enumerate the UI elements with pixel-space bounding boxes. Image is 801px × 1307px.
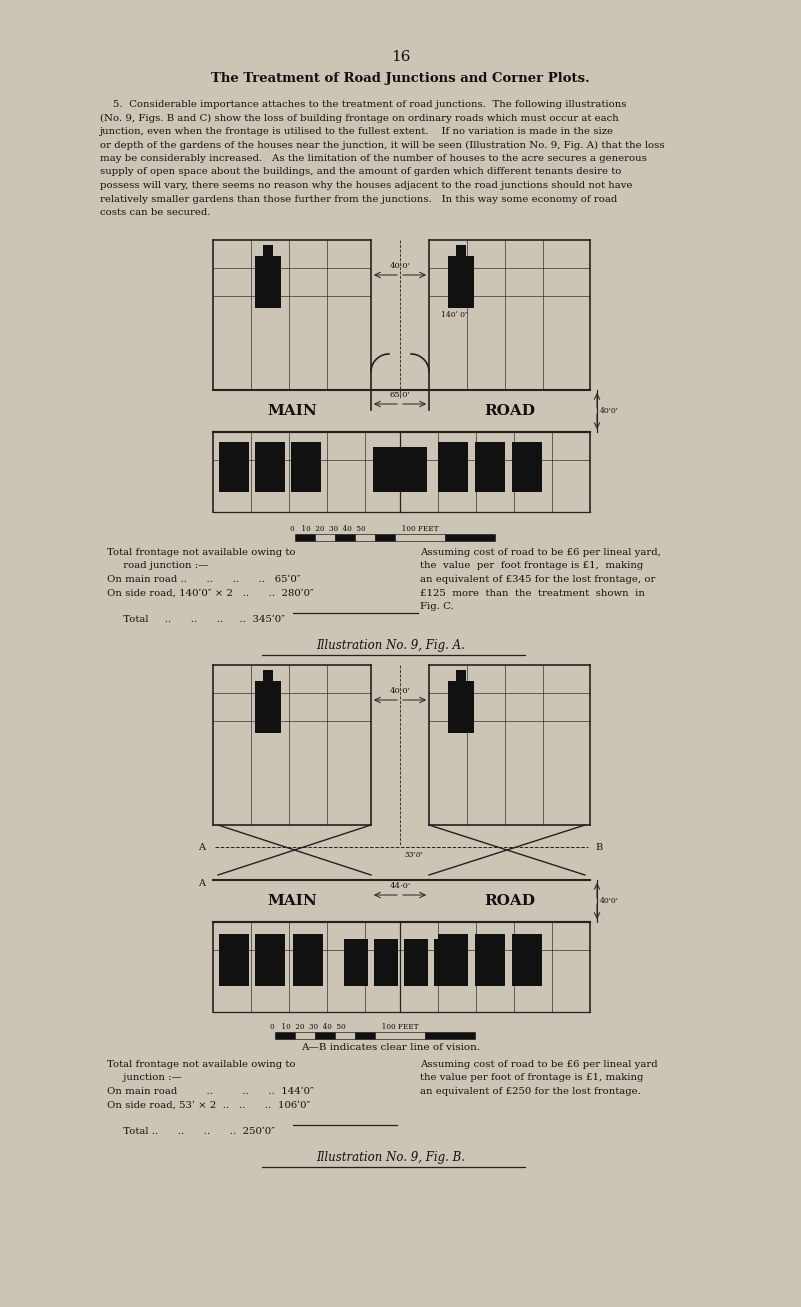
Text: 0   10  20  30  40  50                100 FEET: 0 10 20 30 40 50 100 FEET: [270, 1023, 418, 1031]
Text: or depth of the gardens of the houses near the junction, it will be seen (Illust: or depth of the gardens of the houses ne…: [100, 140, 665, 149]
Bar: [335, 1033, 355, 1039]
Text: On side road, 53ʹ × 2  ..   ..      ..  106ʹ0″: On side road, 53ʹ × 2 .. .. .. 106ʹ0″: [107, 1100, 310, 1110]
Text: may be considerably increased.   As the limitation of the number of houses to th: may be considerably increased. As the li…: [100, 154, 647, 163]
Bar: [315, 535, 335, 541]
Text: The Treatment of Road Junctions and Corner Plots.: The Treatment of Road Junctions and Corn…: [211, 72, 590, 85]
Text: (No. 9, Figs. B and C) show the loss of building frontage on ordinary roads whic: (No. 9, Figs. B and C) show the loss of …: [100, 114, 618, 123]
Text: MAIN: MAIN: [267, 404, 317, 418]
Text: On main road ..      ..      ..      ..   65ʹ0″: On main road .. .. .. .. 65ʹ0″: [107, 575, 300, 584]
Bar: [448, 256, 474, 308]
Text: road junction :—: road junction :—: [107, 562, 208, 570]
Text: an equivalent of £345 for the lost frontage, or: an equivalent of £345 for the lost front…: [420, 575, 655, 584]
Bar: [219, 935, 249, 985]
Text: Assuming cost of road to be £6 per lineal yard,: Assuming cost of road to be £6 per linea…: [420, 548, 661, 557]
Bar: [375, 535, 395, 541]
Text: the value per foot of frontage is £1, making: the value per foot of frontage is £1, ma…: [420, 1073, 643, 1082]
Text: £125  more  than  the  treatment  shown  in: £125 more than the treatment shown in: [420, 588, 645, 597]
Text: On side road, 140ʹ0″ × 2   ..      ..  280ʹ0″: On side road, 140ʹ0″ × 2 .. .. 280ʹ0″: [107, 588, 314, 597]
Bar: [512, 442, 542, 491]
Text: Total     ..      ..      ..     ..  345ʹ0″: Total .. .. .. .. 345ʹ0″: [107, 616, 285, 625]
Text: Fig. C.: Fig. C.: [420, 603, 453, 610]
Bar: [263, 670, 273, 681]
Bar: [344, 938, 368, 985]
Text: 40'0': 40'0': [600, 897, 619, 904]
Text: 16: 16: [391, 50, 410, 64]
Bar: [512, 935, 542, 985]
Bar: [355, 535, 375, 541]
Bar: [255, 256, 281, 308]
Bar: [448, 681, 474, 733]
Text: ROAD: ROAD: [484, 894, 535, 908]
Text: On main road         ..         ..      ..  144ʹ0″: On main road .. .. .. 144ʹ0″: [107, 1087, 314, 1097]
Bar: [335, 535, 355, 541]
Text: relatively smaller gardens than those further from the junctions.   In this way : relatively smaller gardens than those fu…: [100, 195, 618, 204]
Text: 40'0': 40'0': [600, 406, 619, 416]
Bar: [295, 535, 315, 541]
Bar: [355, 1033, 375, 1039]
Bar: [255, 442, 285, 491]
Bar: [219, 442, 249, 491]
Bar: [373, 447, 427, 491]
Bar: [438, 442, 468, 491]
Bar: [456, 244, 466, 256]
Text: A: A: [198, 878, 205, 887]
Bar: [434, 938, 458, 985]
Bar: [255, 935, 285, 985]
Text: junction :—: junction :—: [107, 1073, 182, 1082]
Bar: [315, 1033, 335, 1039]
Text: A: A: [198, 843, 205, 851]
Text: 65·0': 65·0': [389, 391, 410, 399]
Text: 0   10  20  30  40  50                100 FEET: 0 10 20 30 40 50 100 FEET: [290, 525, 438, 533]
Text: A—B indicates clear line of vision.: A—B indicates clear line of vision.: [301, 1043, 480, 1052]
Bar: [295, 1033, 315, 1039]
Bar: [255, 681, 281, 733]
Text: the  value  per  foot frontage is £1,  making: the value per foot frontage is £1, makin…: [420, 562, 643, 570]
Text: Illustration No. 9, Fig. B.: Illustration No. 9, Fig. B.: [316, 1151, 465, 1165]
Text: Total frontage not available owing to: Total frontage not available owing to: [107, 1060, 296, 1069]
Text: 44·0': 44·0': [389, 882, 411, 890]
Text: MAIN: MAIN: [267, 894, 317, 908]
Text: 140ʹ 0″: 140ʹ 0″: [441, 311, 468, 319]
Bar: [275, 1033, 295, 1039]
Bar: [374, 938, 398, 985]
Text: an equivalent of £250 for the lost frontage.: an equivalent of £250 for the lost front…: [420, 1087, 641, 1097]
Text: Total ..      ..      ..      ..  250ʹ0″: Total .. .. .. .. 250ʹ0″: [107, 1128, 275, 1137]
Text: ROAD: ROAD: [484, 404, 535, 418]
Text: supply of open space about the buildings, and the amount of garden which differe: supply of open space about the buildings…: [100, 167, 622, 176]
Bar: [291, 442, 321, 491]
Text: Total frontage not available owing to: Total frontage not available owing to: [107, 548, 296, 557]
Text: junction, even when the frontage is utilised to the fullest extent.    If no var: junction, even when the frontage is util…: [100, 127, 614, 136]
Bar: [375, 1033, 425, 1039]
Text: 5.  Considerable importance attaches to the treatment of road junctions.  The fo: 5. Considerable importance attaches to t…: [100, 101, 626, 108]
Text: 53'0': 53'0': [405, 851, 424, 859]
Bar: [404, 938, 428, 985]
Bar: [456, 670, 466, 681]
Bar: [475, 935, 505, 985]
Bar: [263, 244, 273, 256]
Text: 40·0': 40·0': [389, 687, 410, 695]
Bar: [395, 535, 445, 541]
Bar: [425, 1033, 475, 1039]
Text: 40·0': 40·0': [389, 261, 410, 271]
Text: possess will vary, there seems no reason why the houses adjacent to the road jun: possess will vary, there seems no reason…: [100, 180, 633, 190]
Text: Assuming cost of road to be £6 per lineal yard: Assuming cost of road to be £6 per linea…: [420, 1060, 658, 1069]
Bar: [293, 935, 323, 985]
Bar: [445, 535, 495, 541]
Text: B: B: [595, 843, 602, 851]
Text: costs can be secured.: costs can be secured.: [100, 208, 211, 217]
Bar: [438, 935, 468, 985]
Text: Illustration No. 9, Fig. A.: Illustration No. 9, Fig. A.: [316, 639, 465, 652]
Bar: [475, 442, 505, 491]
